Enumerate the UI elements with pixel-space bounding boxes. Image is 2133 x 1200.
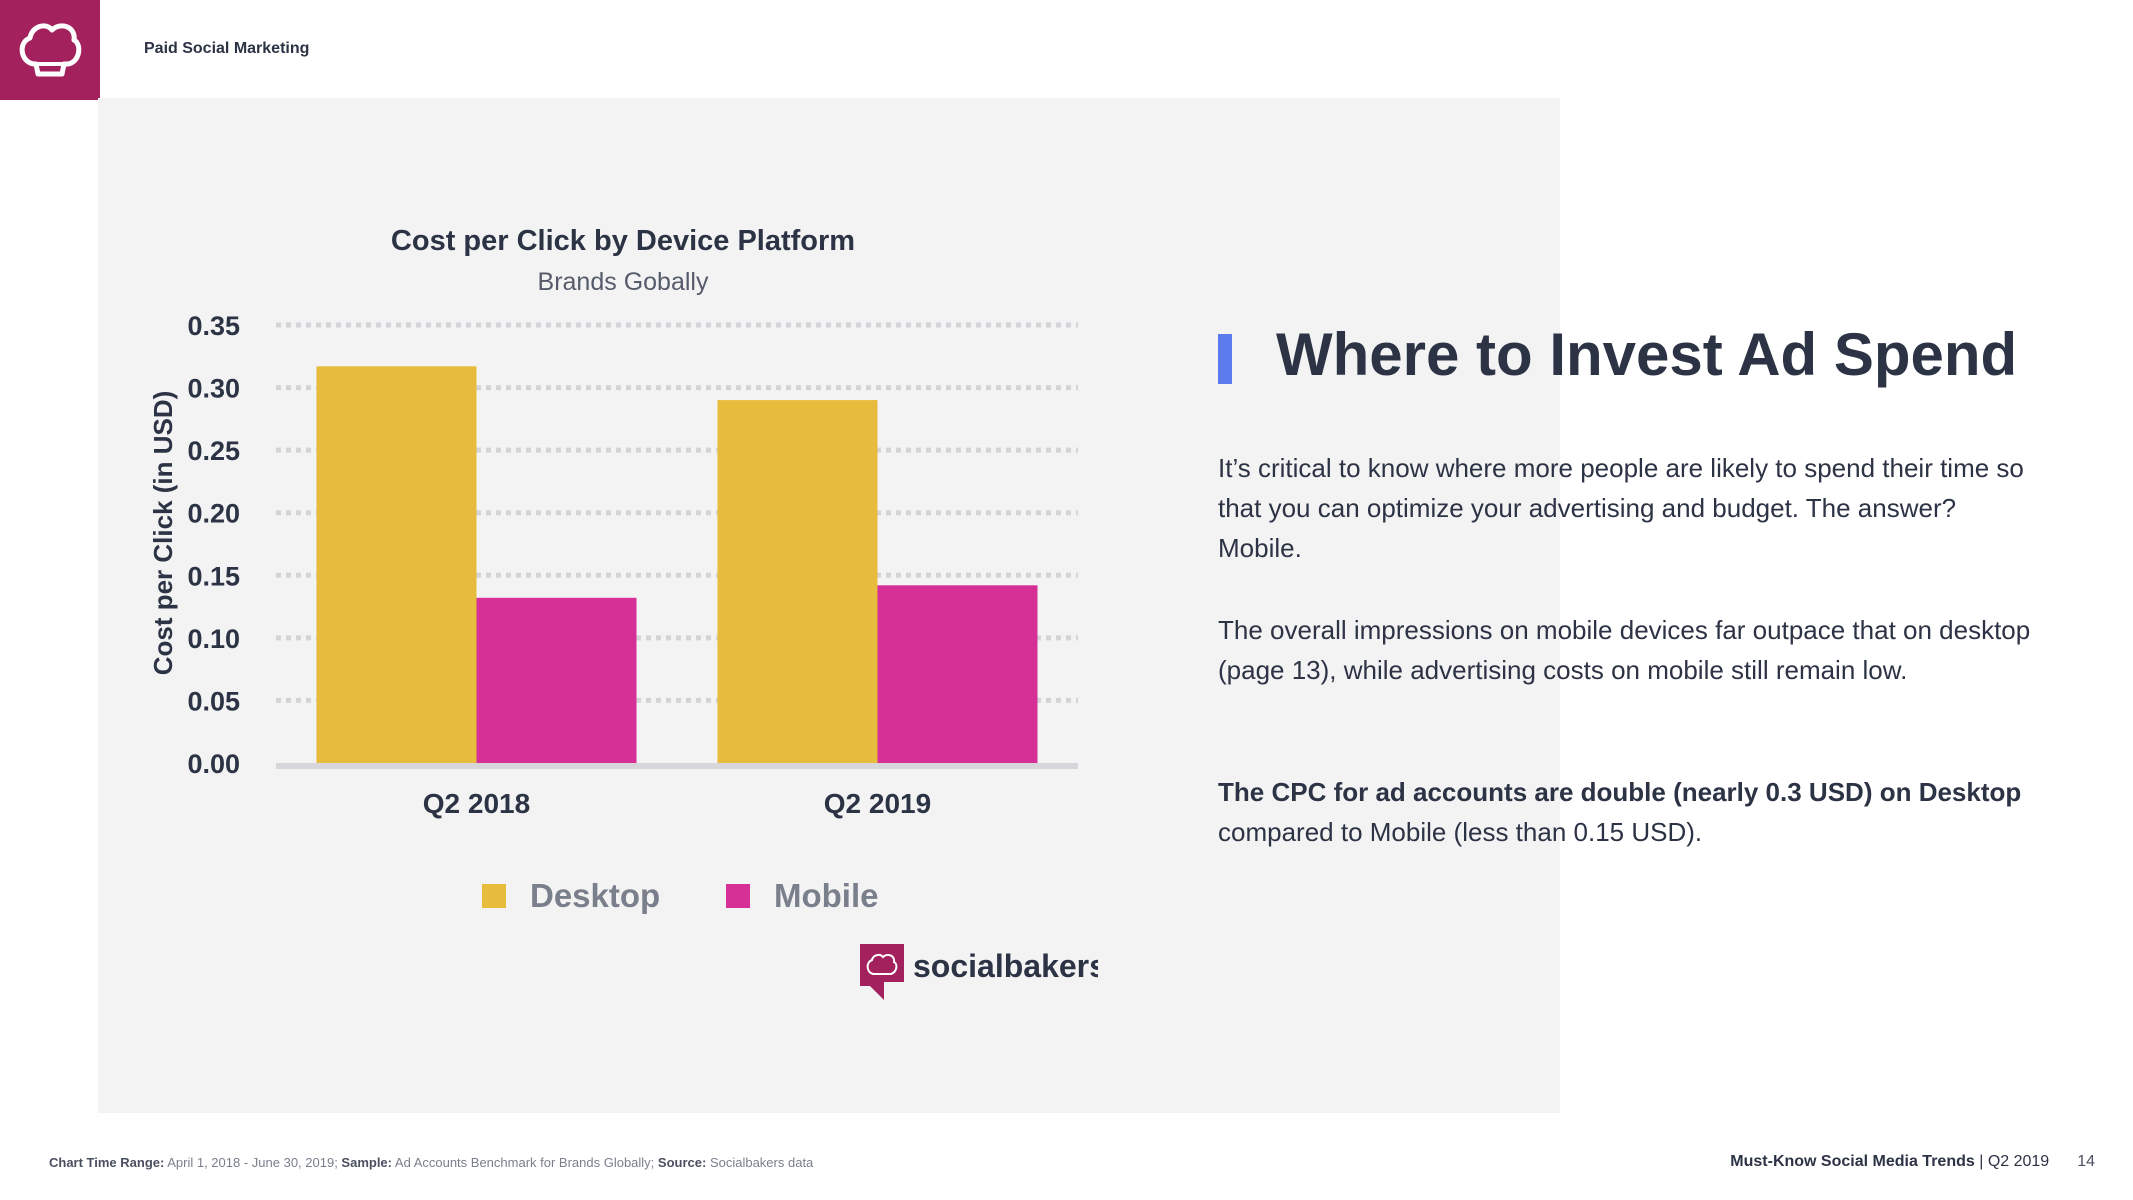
y-tick-label: 0.20 bbox=[187, 499, 240, 529]
y-tick-label: 0.05 bbox=[187, 686, 240, 716]
bar-desktop-q2-2019 bbox=[717, 400, 878, 763]
footer-source-label: Source: bbox=[654, 1155, 707, 1170]
brand-logo bbox=[0, 0, 100, 100]
paragraph-2: The overall impressions on mobile device… bbox=[1218, 615, 2031, 685]
y-tick-label: 0.10 bbox=[187, 624, 240, 654]
bar-mobile-q2-2019 bbox=[877, 585, 1038, 763]
footer-time-value: April 1, 2018 - June 30, 2019; bbox=[164, 1155, 338, 1170]
bars bbox=[316, 366, 1038, 763]
page-number: 14 bbox=[2077, 1153, 2095, 1170]
socialbakers-logo: socialbakers bbox=[860, 944, 1098, 1000]
legend-swatch-mobile bbox=[726, 884, 750, 908]
y-tick-labels: 0.00 0.05 0.10 0.15 0.20 0.25 0.30 0.35 bbox=[187, 311, 240, 779]
footer-report-title: Must-Know Social Media Trends bbox=[1730, 1153, 1975, 1170]
footer-time-label: Chart Time Range: bbox=[49, 1155, 165, 1170]
cpc-bar-chart: Cost per Click by Device Platform Brands… bbox=[148, 225, 1098, 1000]
legend-label-desktop: Desktop bbox=[530, 877, 660, 914]
socialbakers-wordmark: socialbakers bbox=[913, 948, 1098, 984]
paragraph-3-bold: The CPC for ad accounts are double (near… bbox=[1218, 777, 2022, 807]
x-tick-label: Q2 2019 bbox=[824, 788, 931, 819]
chef-hat-icon bbox=[19, 23, 82, 77]
section-title: Paid Social Marketing bbox=[144, 40, 310, 57]
footer-sample-label: Sample: bbox=[337, 1155, 392, 1170]
y-tick-label: 0.25 bbox=[187, 436, 240, 466]
paragraph-3-rest: compared to Mobile (less than 0.15 USD). bbox=[1218, 817, 1703, 847]
footer-sample-value: Ad Accounts Benchmark for Brands Globall… bbox=[392, 1155, 655, 1170]
footer-source: Chart Time Range: April 1, 2018 - June 3… bbox=[49, 1155, 813, 1170]
chart-title: Cost per Click by Device Platform bbox=[391, 225, 855, 257]
page-heading: Where to Invest Ad Spend bbox=[1276, 321, 2018, 388]
y-tick-label: 0.35 bbox=[187, 311, 240, 341]
bar-mobile-q2-2018 bbox=[476, 597, 637, 763]
legend: Desktop Mobile bbox=[482, 877, 879, 914]
y-tick-label: 0.15 bbox=[187, 561, 240, 591]
chart-subtitle: Brands Gobally bbox=[538, 268, 709, 296]
paragraph-1: It’s critical to know where more people … bbox=[1218, 453, 2024, 563]
y-axis-label: Cost per Click (in USD) bbox=[148, 391, 178, 676]
y-tick-label: 0.00 bbox=[187, 749, 240, 779]
legend-label-mobile: Mobile bbox=[774, 877, 879, 914]
bar-desktop-q2-2018 bbox=[316, 366, 477, 763]
x-tick-labels: Q2 2018 Q2 2019 bbox=[423, 788, 931, 819]
footer-report: Must-Know Social Media Trends | Q2 2019 1… bbox=[1730, 1153, 2095, 1171]
y-tick-label: 0.30 bbox=[187, 374, 240, 404]
footer-report-period: | Q2 2019 bbox=[1974, 1153, 2050, 1170]
footer-source-value: Socialbakers data bbox=[706, 1155, 814, 1170]
heading-accent-bar bbox=[1218, 334, 1232, 384]
legend-swatch-desktop bbox=[482, 884, 506, 908]
paragraph-3: The CPC for ad accounts are double (near… bbox=[1218, 772, 2038, 852]
x-axis-line bbox=[276, 763, 1078, 769]
x-tick-label: Q2 2018 bbox=[423, 788, 530, 819]
